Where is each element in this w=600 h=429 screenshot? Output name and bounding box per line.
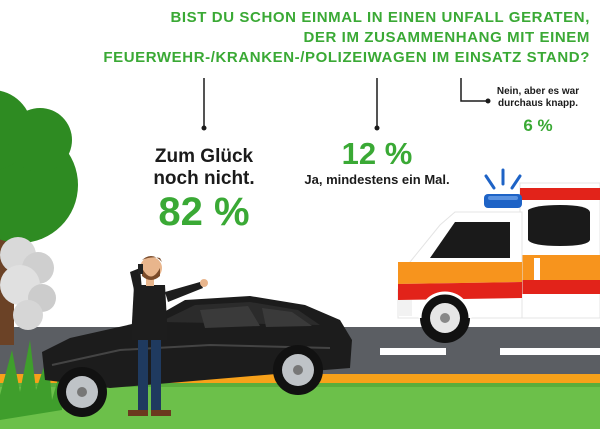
answer-almost-line-2: durchaus knapp. <box>497 98 578 109</box>
question-line-3: FEUERWEHR-/KRANKEN-/POLIZEIWAGEN IM EINS… <box>103 49 590 66</box>
pointer-lines <box>201 78 491 131</box>
siren-icon <box>484 168 522 208</box>
answer-almost-percent: 6 % <box>523 116 553 135</box>
answer-almost: Nein, aber es war durchaus knapp. 6 % <box>478 86 598 136</box>
smoke-icon <box>0 237 56 330</box>
ambulance-icon <box>397 182 600 343</box>
man-phone-icon <box>128 256 208 416</box>
question-line-1: BIST DU SCHON EINMAL IN EINEN UNFALL GER… <box>170 9 590 26</box>
answer-almost-line-1: Nein, aber es war <box>496 86 580 97</box>
tree-icon <box>0 90 78 345</box>
answer-yes: 12 % Ja, mindestens ein Mal. <box>292 138 462 188</box>
answer-no-luck-line-2: noch nicht. <box>153 168 255 189</box>
answer-yes-label: Ja, mindestens ein Mal. <box>304 172 450 187</box>
answer-no-luck-percent: 82 % <box>158 190 250 234</box>
answer-no-luck-line-1: Zum Glück <box>154 146 254 167</box>
question-heading: BIST DU SCHON EINMAL IN EINEN UNFALL GER… <box>103 8 590 68</box>
question-line-2: DER IM ZUSAMMENHANG MIT EINEM <box>303 29 590 46</box>
answer-no-luck: Zum Glück noch nicht. 82 % <box>140 146 268 232</box>
answer-yes-percent: 12 % <box>341 136 413 171</box>
crashed-car-icon <box>42 296 352 417</box>
